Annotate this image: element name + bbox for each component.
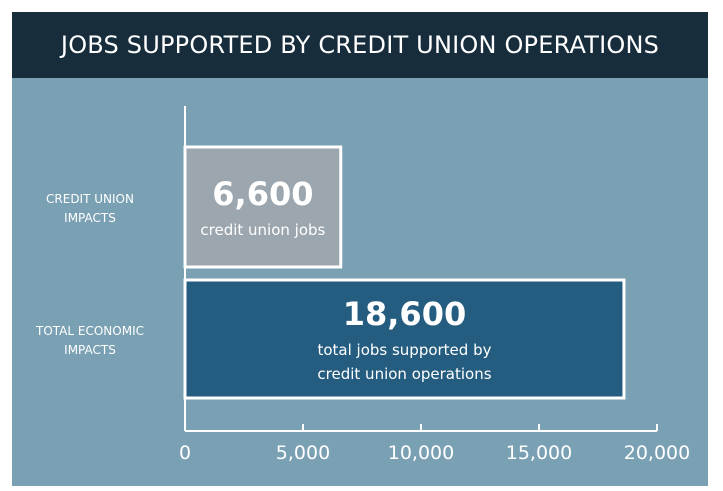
bar-credit-union-impacts	[183, 145, 343, 269]
category-labels: CREDIT UNION IMPACTS TOTAL ECONOMIC IMPACTS	[35, 192, 144, 357]
category-label: CREDIT UNION	[46, 192, 134, 206]
bar-chart: 0 5,000 10,000 15,000 20,000 6,600 credit uni…	[35, 106, 690, 464]
x-tick-label: 5,000	[276, 442, 330, 464]
chart-header: JOBS SUPPORTED BY CREDIT UNION OPERATION…	[12, 12, 708, 78]
chart-title: JOBS SUPPORTED BY CREDIT UNION OPERATION…	[60, 31, 660, 59]
x-tick-label: 10,000	[388, 442, 454, 464]
bar-description-label: total jobs supported by	[317, 341, 491, 359]
x-tick-label: 20,000	[624, 442, 690, 464]
bar-value-label: 18,600	[343, 295, 466, 333]
bar-description-label: credit union jobs	[200, 221, 325, 239]
x-tick-label: 0	[179, 442, 191, 464]
x-tick-label: 15,000	[506, 442, 572, 464]
category-label: IMPACTS	[64, 343, 116, 357]
category-label: IMPACTS	[64, 211, 116, 225]
x-axis-ticks: 0 5,000 10,000 15,000 20,000	[179, 424, 690, 464]
bar-description-label: credit union operations	[317, 365, 491, 383]
category-label: TOTAL ECONOMIC	[35, 324, 144, 338]
bar-value-label: 6,600	[212, 175, 313, 213]
bar-total-economic-impacts	[183, 278, 626, 400]
chart-panel: JOBS SUPPORTED BY CREDIT UNION OPERATION…	[12, 12, 708, 486]
bars-group: 6,600 credit union jobs 18,600 total jobs s…	[183, 145, 626, 400]
